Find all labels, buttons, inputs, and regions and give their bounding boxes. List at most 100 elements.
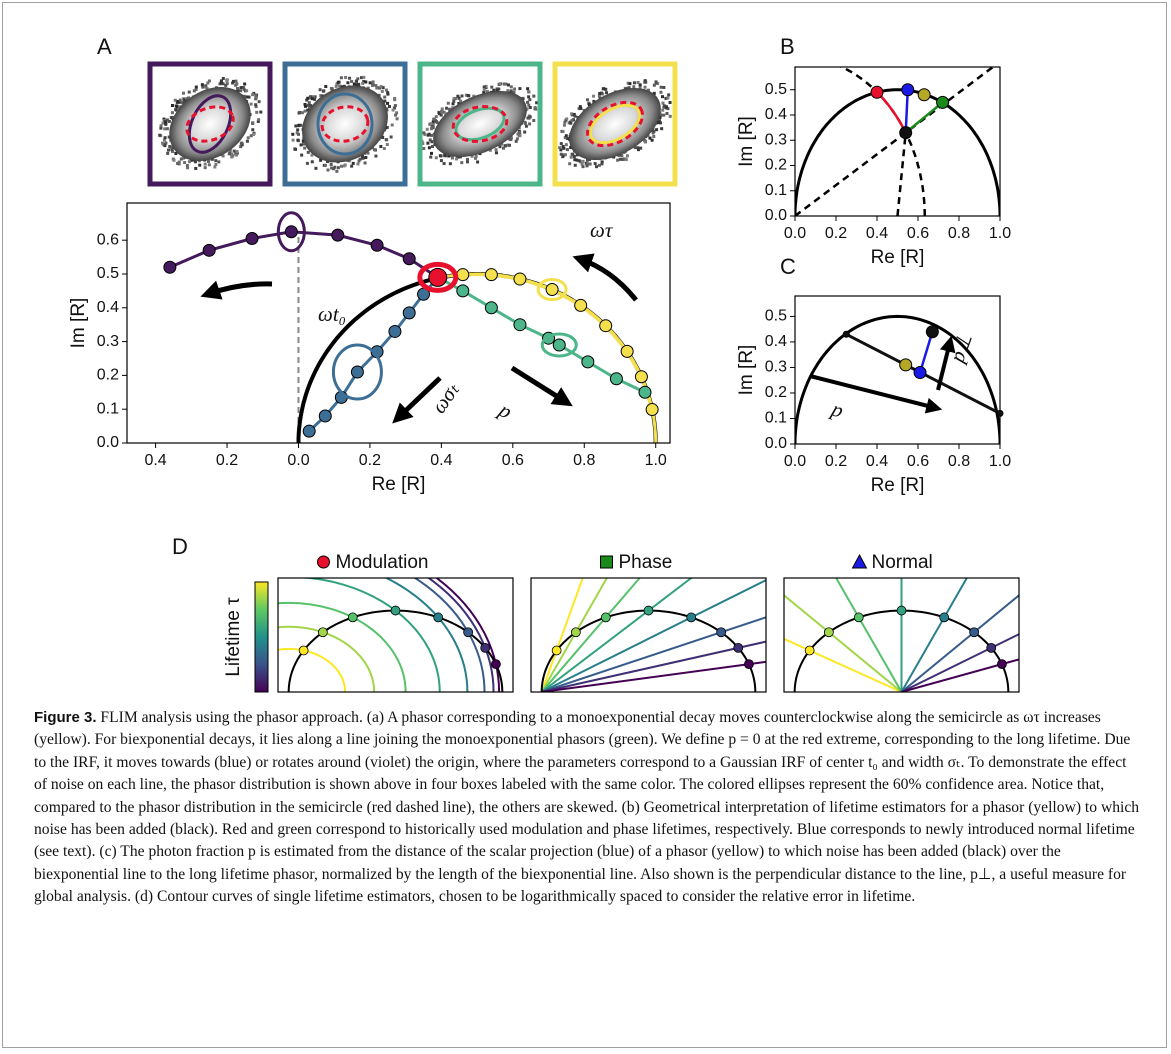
data-point [457,285,469,297]
y-tick-label: 0.0 [765,207,787,224]
pixel [163,127,166,130]
pixel [386,91,389,94]
phasor-image [420,64,540,184]
pixel [374,84,377,87]
pixel [390,135,393,138]
pixel [174,108,177,111]
data-point [644,606,653,615]
data-point [937,96,949,108]
panel-label: A [97,34,112,59]
pixel [636,146,639,149]
pixel [204,166,207,169]
pixel [332,167,335,170]
pixel [663,104,666,107]
pixel [616,159,619,162]
panel-label: B [780,34,795,59]
pixel [374,155,377,158]
pixel [162,122,165,125]
pixel [337,81,340,84]
pixel [433,118,436,121]
pixel [171,104,174,107]
pixel [383,96,386,99]
y-tick-label: 0.2 [765,384,787,401]
y-tick-label: 0.4 [97,299,119,316]
arrow [208,284,272,294]
y-tick-label: 0.3 [97,333,119,350]
x-tick-label: 0.0 [784,453,806,470]
pixel [460,94,463,97]
pixel [581,163,584,166]
x-tick-label: 0.4 [866,453,888,470]
pixel [361,82,364,85]
subplot-title: Phase [619,552,673,573]
pixel [595,165,598,168]
pixel [335,170,338,173]
pixel [589,163,592,166]
x-axis-label: Re [R] [871,475,925,496]
x-tick-label: 0.8 [948,453,970,470]
data-point [914,367,926,379]
pixel [563,124,566,127]
pixel [659,91,662,94]
pixel [430,152,433,155]
data-point [464,628,473,637]
pixel [431,145,434,148]
data-point [491,660,500,669]
pixel [568,162,571,165]
data-point [635,371,647,383]
colorbar-label: Lifetime τ [223,597,244,677]
arrow [512,368,566,402]
pixel [515,140,518,143]
subplot: Modulation [78,532,513,700]
pixel [528,122,531,125]
pixel [509,138,512,141]
pixel [193,89,196,92]
panel-label: D [172,534,188,559]
data-point [940,613,949,622]
pixel [598,95,601,98]
pixel [304,105,307,108]
pixel [430,127,433,130]
pixel [570,119,573,122]
data-point [553,339,565,351]
pixel [527,90,530,93]
pixel [356,162,359,165]
pixel [173,159,176,162]
pixel [440,159,443,162]
data-point [203,244,215,256]
y-tick-label: 0.0 [765,435,787,452]
pixel [490,86,493,89]
pixel [379,145,382,148]
pixel [518,87,521,90]
pixel [579,107,582,110]
pixel [483,85,486,88]
data-point [744,660,753,669]
pixel [166,152,169,155]
data-point [926,326,938,338]
plot-frame [795,296,1000,444]
pixel [346,81,349,84]
phasor-image [285,64,405,184]
pixel [352,162,355,165]
data-point [485,269,497,281]
pixel [451,157,454,160]
y-tick-label: 0.3 [765,131,787,148]
data-point [997,660,1006,669]
image-content [420,77,538,170]
x-tick-label: 0.2 [825,453,847,470]
pixel [251,93,254,96]
pixel [214,159,217,162]
pixel [386,102,389,105]
pixel [293,147,296,150]
pixel [667,93,670,96]
data-point [575,299,587,311]
pixel [594,162,597,165]
pixel [578,159,581,162]
pixel [497,88,500,91]
data-point [646,404,658,416]
pixel [456,95,459,98]
pixel [660,127,663,130]
pixel [426,128,429,131]
pixel [655,128,658,131]
